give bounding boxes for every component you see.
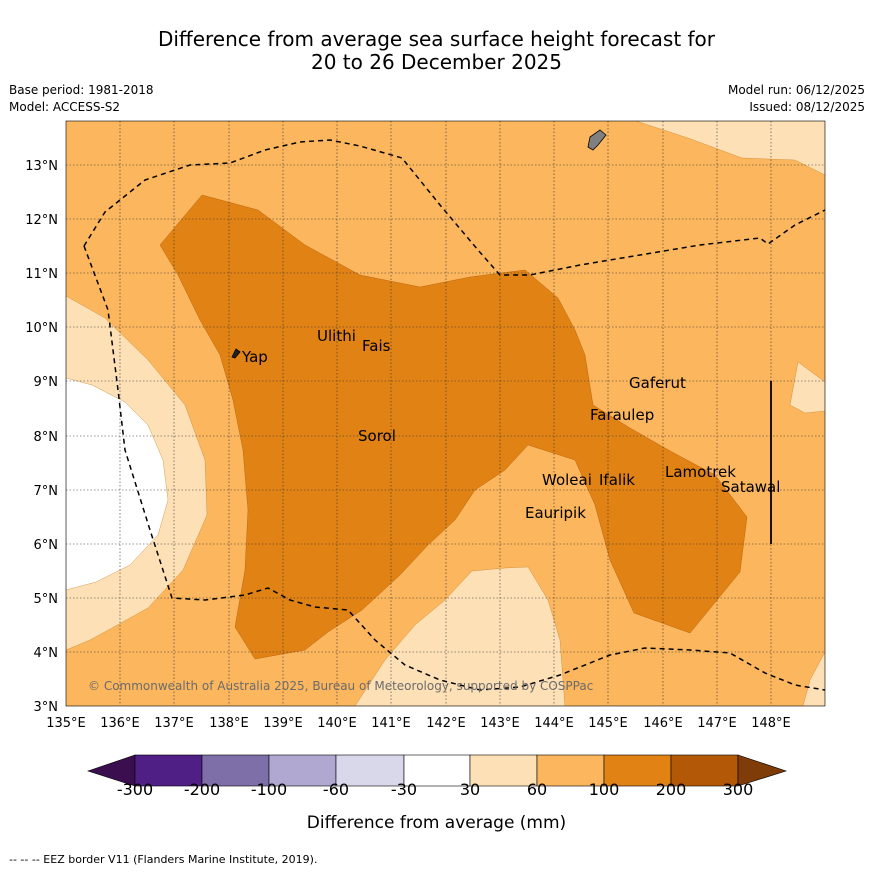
x-tick-138: 138°E xyxy=(209,716,249,731)
y-tick-5: 5°N xyxy=(34,592,59,607)
eez-footnote: -- -- -- EEZ border V11 (Flanders Marine… xyxy=(9,853,318,866)
model-run-text: Model run: 06/12/2025 xyxy=(727,83,865,97)
y-tick-4: 4°N xyxy=(34,646,59,661)
y-tick-12: 12°N xyxy=(25,213,58,228)
map-title: Difference from average sea surface heig… xyxy=(0,28,873,74)
x-tick-137: 137°E xyxy=(154,716,194,731)
place-gaferut: Gaferut xyxy=(629,374,686,392)
contour-30-60-east xyxy=(789,361,825,414)
x-tick-147: 147°E xyxy=(697,716,737,731)
sea-level-field xyxy=(66,121,825,706)
colorbar-title: Difference from average (mm) xyxy=(306,813,567,833)
place-yap: Yap xyxy=(241,348,268,366)
x-tick-148: 148°E xyxy=(751,716,791,731)
issued-text: Issued: 08/12/2025 xyxy=(749,100,865,114)
y-tick-11: 11°N xyxy=(25,267,58,282)
place-satawal: Satawal xyxy=(721,478,780,496)
place-woleai: Woleai xyxy=(542,471,592,489)
x-tick-146: 146°E xyxy=(643,716,683,731)
x-tick-139: 139°E xyxy=(263,716,303,731)
place-faraulep: Faraulep xyxy=(590,406,654,424)
x-tick-140: 140°E xyxy=(317,716,357,731)
meta-left: Base period: 1981-2018 Model: ACCESS-S2 xyxy=(9,82,154,116)
colorbar-bin-6 xyxy=(469,754,538,787)
y-tick-7: 7°N xyxy=(34,484,59,499)
place-ulithi: Ulithi xyxy=(317,327,356,345)
plot-frame xyxy=(65,120,826,707)
colorbar-label-neg300: -300 xyxy=(116,780,154,799)
x-tick-135: 135°E xyxy=(46,716,86,731)
x-tick-144: 144°E xyxy=(534,716,574,731)
colorbar-label-100: 100 xyxy=(588,780,620,799)
y-tick-6: 6°N xyxy=(34,538,59,553)
x-tick-136: 136°E xyxy=(100,716,140,731)
colorbar-label-300: 300 xyxy=(722,780,754,799)
colorbar-label-neg30: -30 xyxy=(390,780,418,799)
guam-island xyxy=(587,129,607,151)
y-tick-10: 10°N xyxy=(25,321,58,336)
place-sorol: Sorol xyxy=(358,427,396,445)
colorbar-label-neg200: -200 xyxy=(183,780,221,799)
place-fais: Fais xyxy=(362,337,391,355)
contour-neutral-west xyxy=(66,377,169,591)
colorbar-bin-4 xyxy=(335,754,405,787)
y-tick-3: 3°N xyxy=(34,700,59,715)
x-tick-141: 141°E xyxy=(371,716,411,731)
colorbar xyxy=(87,754,787,787)
yap-island xyxy=(231,348,241,359)
title-line-2: 20 to 26 December 2025 xyxy=(310,50,562,74)
colorbar-bin-3 xyxy=(268,754,337,787)
y-tick-13: 13°N xyxy=(25,159,58,174)
meta-right: Model run: 06/12/2025 Issued: 08/12/2025 xyxy=(728,82,865,116)
place-lamotrek: Lamotrek xyxy=(665,463,736,481)
contour-30-60-southeast xyxy=(802,651,825,706)
colorbar-bin-7 xyxy=(536,754,605,787)
colorbar-bin-2 xyxy=(201,754,270,787)
place-eauripik: Eauripik xyxy=(525,504,586,522)
colorbar-label-60: 60 xyxy=(526,780,548,799)
colorbar-bin-9 xyxy=(670,754,739,787)
x-tick-145: 145°E xyxy=(588,716,628,731)
contour-100-200 xyxy=(159,194,748,660)
colorbar-label-neg100: -100 xyxy=(250,780,288,799)
contour-30-60-northeast xyxy=(635,121,825,176)
eez-border xyxy=(83,139,826,691)
x-tick-142: 142°E xyxy=(426,716,466,731)
colorbar-label-200: 200 xyxy=(655,780,687,799)
colorbar-label-neg60: -60 xyxy=(322,780,350,799)
x-tick-143: 143°E xyxy=(480,716,520,731)
copyright-text: © Commonwealth of Australia 2025, Bureau… xyxy=(88,679,593,693)
colorbar-label-30: 30 xyxy=(459,780,481,799)
model-text: Model: ACCESS-S2 xyxy=(9,100,121,114)
contour-30-60-south xyxy=(354,566,566,706)
colorbar-bin-5 xyxy=(403,754,471,787)
colorbar-bin-1 xyxy=(134,754,203,787)
place-ifalik: Ifalik xyxy=(599,471,635,489)
base-period-text: Base period: 1981-2018 xyxy=(9,83,154,97)
colorbar-extend-high xyxy=(737,754,787,787)
y-tick-9: 9°N xyxy=(34,375,59,390)
title-line-1: Difference from average sea surface heig… xyxy=(157,27,716,51)
y-tick-8: 8°N xyxy=(34,430,59,445)
